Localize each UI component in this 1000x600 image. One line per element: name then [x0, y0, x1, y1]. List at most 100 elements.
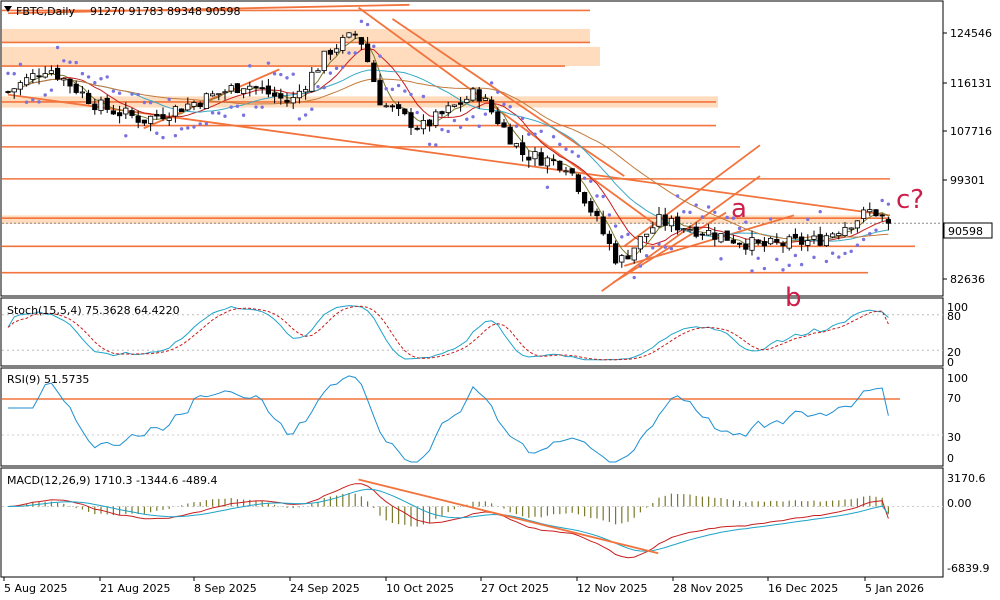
candle — [774, 233, 780, 245]
candle — [36, 68, 42, 85]
candle — [842, 222, 848, 237]
psar-dot — [248, 64, 252, 68]
candle-body — [575, 174, 582, 192]
candle — [619, 254, 625, 268]
trend-line — [623, 144, 761, 247]
candle — [123, 102, 129, 120]
candle — [656, 207, 662, 229]
trend-line — [612, 211, 727, 284]
candle — [582, 191, 588, 207]
candle — [507, 123, 513, 145]
candle-body — [327, 50, 334, 55]
psar-dot — [229, 105, 233, 109]
candle-body — [582, 192, 588, 204]
psar-dot — [508, 104, 512, 109]
candle — [259, 80, 265, 94]
candle — [383, 103, 389, 108]
candle-body — [507, 126, 513, 145]
time-tick-label: 5 Jan 2026 — [865, 582, 924, 595]
candle-body — [786, 236, 792, 249]
psar-dot — [527, 132, 531, 136]
stoch-tick-label: 0 — [947, 356, 954, 369]
candle — [309, 66, 315, 93]
candle — [414, 125, 420, 131]
candle-body — [569, 168, 575, 174]
candle — [17, 80, 24, 96]
rsi-tick-label: 70 — [947, 392, 961, 405]
psar-dot — [334, 66, 339, 71]
candle-body — [340, 37, 346, 51]
candle — [166, 112, 172, 126]
candle-body — [482, 97, 489, 101]
stoch-title: Stoch(15,5,4) 75.3628 64.4220 — [7, 304, 180, 317]
candle — [805, 234, 811, 252]
candle-body — [792, 233, 799, 239]
ma-slow-line — [7, 78, 889, 240]
psar-dot — [372, 44, 376, 49]
candle — [724, 230, 730, 241]
candle-body — [681, 228, 687, 231]
candle-body — [408, 112, 414, 128]
psar-dot — [291, 72, 295, 76]
psar-dot — [235, 104, 240, 108]
psar-dot — [99, 77, 103, 81]
psar-dot — [347, 51, 351, 55]
candle-body — [656, 213, 662, 227]
candle — [681, 227, 687, 233]
candle — [160, 107, 166, 121]
psar-dot — [768, 217, 773, 221]
candle — [495, 107, 501, 126]
psar-dot — [179, 127, 184, 131]
candle-body — [209, 93, 216, 97]
time-tick-label: 28 Nov 2025 — [673, 582, 743, 595]
candle-body — [718, 233, 724, 243]
candle-body — [55, 67, 61, 80]
collapse-arrow-icon[interactable] — [4, 6, 12, 12]
psar-dot — [837, 255, 841, 259]
candle — [451, 104, 458, 108]
candle-body — [234, 83, 240, 93]
psar-dot — [217, 111, 221, 115]
candle — [321, 50, 327, 74]
psar-dot — [18, 62, 23, 67]
psar-dot — [750, 269, 754, 273]
candle — [327, 48, 334, 61]
time-tick-label: 5 Aug 2025 — [4, 582, 67, 595]
psar-dot — [496, 90, 500, 94]
candle-body — [848, 227, 854, 230]
stoch-signal-line — [7, 305, 889, 361]
candle-body — [178, 108, 185, 112]
candle-body — [520, 142, 526, 156]
psar-dot — [186, 126, 190, 130]
psar-dot — [626, 232, 630, 237]
psar-dot — [390, 87, 395, 92]
psar-dot — [427, 142, 432, 146]
chart-ohlc: 91270 91783 89348 90598 — [90, 5, 240, 18]
candle-body — [464, 98, 470, 103]
candle-body — [830, 233, 836, 238]
candle-body — [371, 62, 377, 83]
psar-dot — [595, 194, 599, 198]
ma-mid-line — [7, 69, 889, 242]
psar-dot — [223, 114, 227, 118]
candle-body — [309, 71, 315, 92]
candle — [786, 234, 792, 251]
candle — [408, 107, 414, 136]
psar-dot — [192, 125, 196, 129]
candle — [420, 114, 427, 135]
candle — [631, 247, 637, 264]
candle-body — [501, 122, 507, 128]
psar-dot — [6, 71, 10, 76]
psar-dot — [663, 245, 667, 249]
candle-body — [48, 70, 55, 74]
candle-body — [650, 227, 656, 234]
candle-body — [414, 127, 420, 130]
candle-body — [445, 105, 451, 113]
candle — [885, 216, 892, 231]
candle-body — [141, 119, 147, 124]
psar-dot — [564, 147, 568, 151]
psar-dot — [737, 226, 742, 231]
candle-body — [854, 220, 861, 229]
psar-dot — [105, 75, 109, 79]
